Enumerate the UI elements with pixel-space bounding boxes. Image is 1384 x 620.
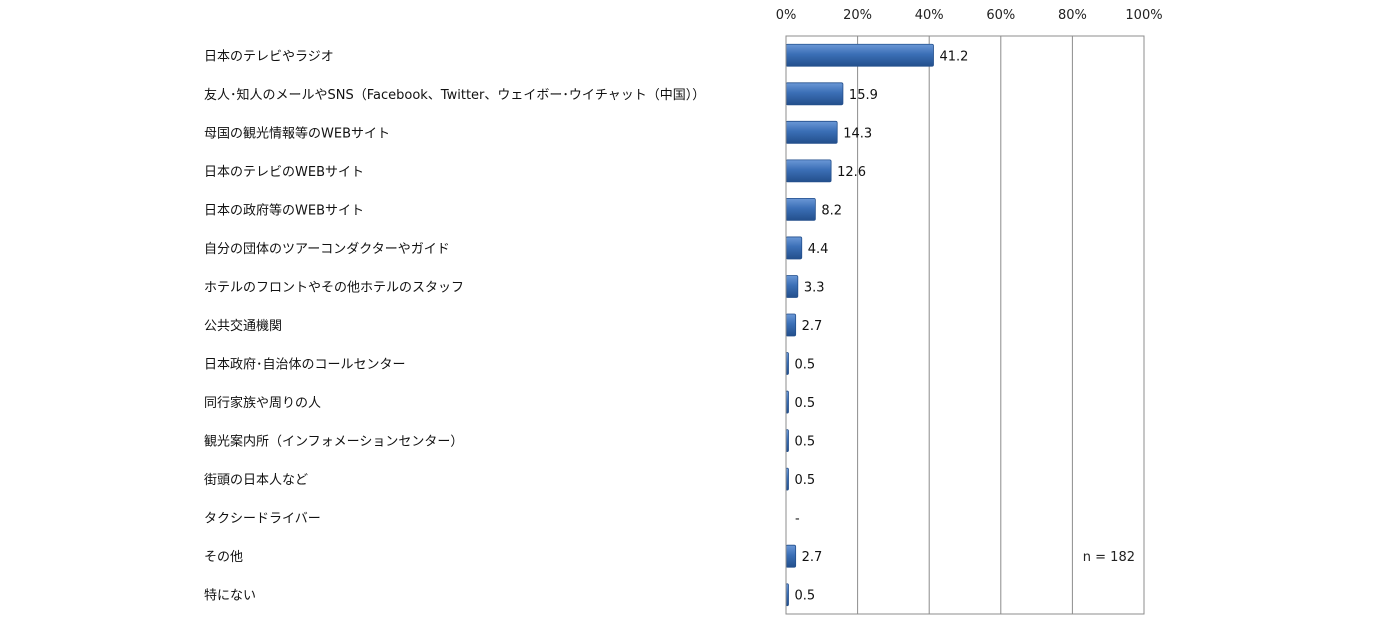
bar: [785, 120, 838, 144]
x-tick-label: 80%: [1058, 8, 1087, 23]
data-label: 12.6: [837, 165, 866, 180]
x-axis-tick-labels: 0% 20% 40% 60% 80% 100%: [776, 8, 1163, 23]
data-label: 4.4: [808, 242, 829, 257]
x-tick-label: 40%: [915, 8, 944, 23]
category-label: 日本のテレビやラジオ: [204, 49, 334, 64]
category-label: 街頭の日本人など: [204, 473, 308, 488]
category-label: タクシードライバー: [204, 512, 321, 527]
category-label: 友人･知人のメールやSNS（Facebook、Twitter、ウェイボー･ウイチ…: [204, 87, 705, 103]
category-label: 日本政府･自治体のコールセンター: [204, 358, 406, 373]
x-tick-label: 20%: [843, 8, 872, 23]
bar: [785, 236, 803, 260]
gridlines: [857, 36, 1073, 614]
data-labels: 41.2 15.9 14.3 12.6 8.2 4.4 3.3 2.7 0.5 0.5 0.5 0.5…: [795, 49, 969, 603]
data-label: 14.3: [843, 126, 872, 141]
bar: [785, 82, 844, 106]
plot-area-border: [785, 35, 1145, 615]
category-label: 日本のテレビのWEBサイト: [204, 165, 364, 180]
data-label: 0.5: [795, 358, 816, 373]
category-labels: 日本のテレビやラジオ友人･知人のメールやSNS（Facebook、Twitter…: [204, 49, 705, 603]
bar: [785, 313, 797, 337]
x-tick-label: 60%: [986, 8, 1015, 23]
data-label: 0.5: [795, 589, 816, 604]
category-label: 日本の政府等のWEBサイト: [204, 202, 364, 218]
data-label: 0.5: [795, 435, 816, 450]
category-label: 自分の団体のツアーコンダクターやガイド: [204, 242, 450, 257]
data-label: 3.3: [804, 280, 825, 295]
data-label: -: [795, 512, 800, 527]
data-label: 2.7: [802, 319, 823, 334]
data-label: 0.5: [795, 473, 816, 488]
bar: [785, 159, 832, 183]
category-label: その他: [204, 550, 243, 565]
category-label: 同行家族や周りの人: [204, 395, 321, 411]
data-label: 15.9: [849, 88, 878, 103]
x-tick-label: 0%: [776, 8, 797, 23]
x-tick-label: 100%: [1125, 8, 1162, 23]
data-label: 8.2: [821, 203, 842, 218]
category-label: 公共交通機関: [204, 318, 282, 334]
sample-size-label: n = 182: [1083, 550, 1135, 565]
data-label: 0.5: [795, 396, 816, 411]
bar: [785, 544, 797, 568]
category-label: ホテルのフロントやその他ホテルのスタッフ: [204, 280, 464, 295]
category-label: 母国の観光情報等のWEBサイト: [204, 125, 390, 141]
bars: [785, 43, 934, 607]
data-label: 41.2: [939, 49, 968, 64]
category-label: 特にない: [204, 589, 256, 604]
data-label: 2.7: [802, 550, 823, 565]
bar: [785, 275, 799, 298]
bar: [785, 43, 934, 67]
bar: [785, 197, 816, 221]
category-label: 観光案内所（インフォメーションセンター）: [204, 434, 463, 450]
